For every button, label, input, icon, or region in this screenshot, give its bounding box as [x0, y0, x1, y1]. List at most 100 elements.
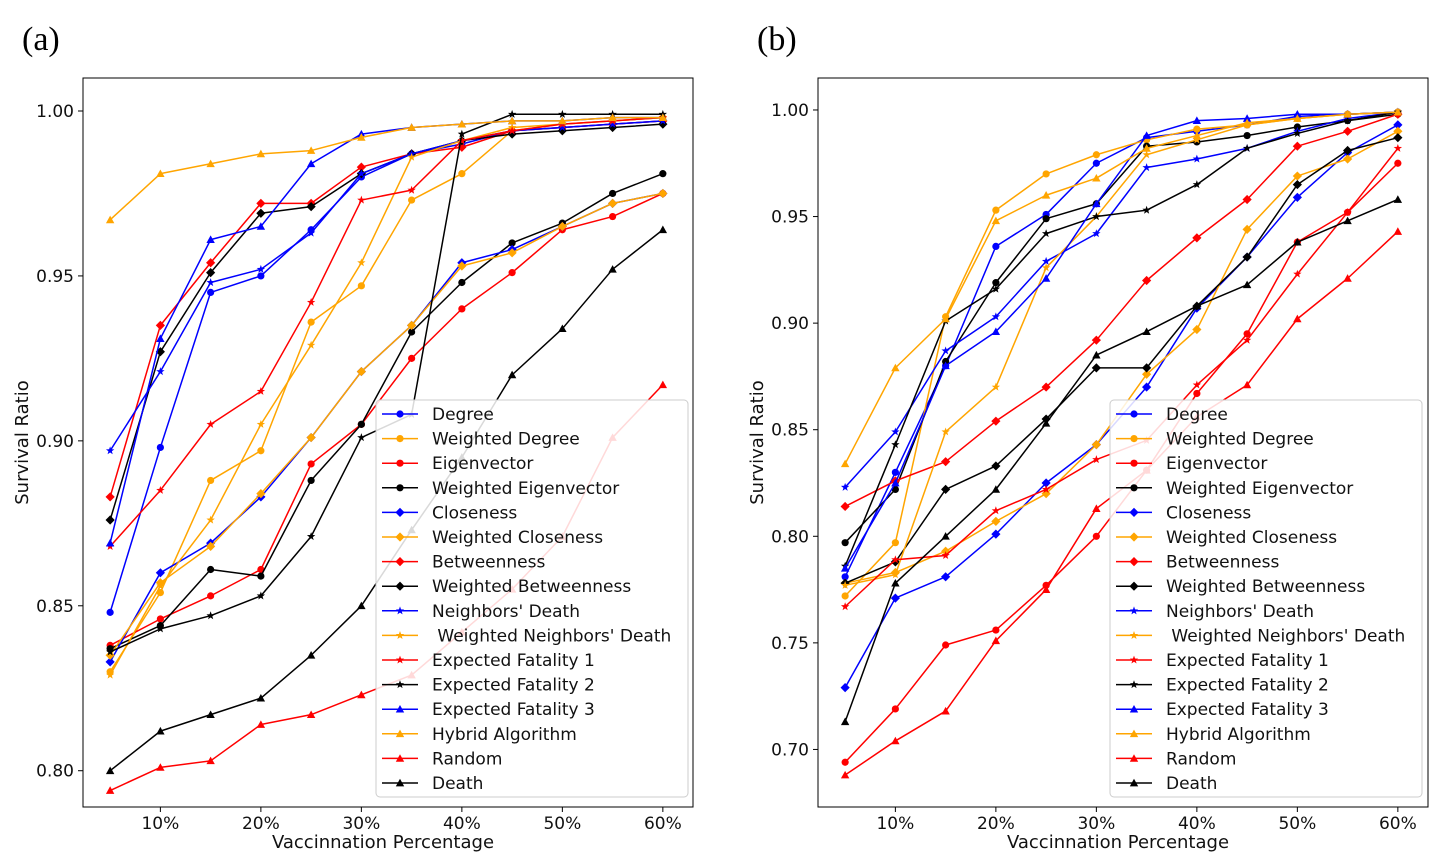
- legend-entry: Weighted Degree: [382, 430, 580, 450]
- data-point: [1041, 274, 1051, 282]
- legend-marker: [1129, 729, 1139, 738]
- x-tick-label: 50%: [543, 814, 581, 834]
- data-point: [1041, 256, 1051, 265]
- legend-label: Expected Fatality 2: [1166, 676, 1329, 696]
- data-point: [257, 572, 265, 580]
- data-point: [1242, 224, 1252, 234]
- data-point: [155, 320, 165, 330]
- data-point: [357, 690, 366, 699]
- data-point: [1393, 120, 1403, 130]
- legend-label: Closeness: [432, 503, 517, 523]
- y-tick-label: 0.85: [36, 597, 74, 617]
- data-point: [1142, 163, 1151, 172]
- data-point: [256, 198, 266, 208]
- data-point: [1092, 151, 1100, 159]
- legend-entry: Weighted Eigenvector: [382, 479, 619, 499]
- data-point: [156, 615, 164, 623]
- data-point: [457, 129, 467, 138]
- data-point: [507, 116, 517, 125]
- x-tick-label: 60%: [1379, 814, 1417, 834]
- data-point: [458, 305, 466, 313]
- legend-label: Weighted Betweenness: [1166, 577, 1365, 597]
- legend-entry: Death: [1116, 774, 1217, 794]
- data-point: [105, 215, 115, 224]
- data-point: [1293, 129, 1302, 137]
- data-point: [407, 123, 416, 131]
- y-tick-label: 0.80: [771, 527, 809, 547]
- legend-entry: Expected Fatality 1: [1116, 651, 1329, 671]
- data-point: [840, 564, 850, 572]
- panel-label-b: (b): [757, 21, 797, 58]
- y-tick-label: 1.00: [36, 102, 74, 122]
- data-point: [1092, 159, 1100, 167]
- data-point: [840, 770, 850, 779]
- x-tick-label: 30%: [342, 814, 380, 834]
- series-line: [844, 198, 1399, 722]
- y-tick-label: 0.90: [36, 432, 74, 452]
- data-point: [457, 119, 467, 128]
- panel-label-a: (a): [22, 21, 60, 58]
- data-point: [991, 416, 1001, 426]
- data-point: [1343, 274, 1352, 282]
- data-point: [1142, 150, 1151, 159]
- series-hybrid-algorithm: [105, 113, 668, 224]
- data-point: [1192, 380, 1202, 389]
- data-point: [991, 216, 1001, 225]
- data-point: [507, 248, 517, 258]
- data-point: [1343, 216, 1352, 225]
- data-point: [1242, 252, 1252, 262]
- legend-entry: Hybrid Algorithm: [382, 725, 577, 745]
- legend-label: Degree: [1166, 405, 1228, 425]
- data-point: [891, 539, 899, 547]
- data-point: [408, 328, 416, 336]
- legend-label: Expected Fatality 1: [1166, 651, 1329, 671]
- data-point: [891, 427, 900, 436]
- legend-marker: [395, 557, 405, 567]
- legend-entry: Eigenvector: [382, 454, 533, 474]
- legend-label: Death: [1166, 774, 1217, 794]
- data-point: [1041, 478, 1051, 488]
- data-point: [840, 717, 850, 726]
- x-tick-label: 10%: [876, 814, 914, 834]
- data-point: [608, 265, 617, 273]
- data-point: [106, 608, 114, 616]
- data-point: [1092, 350, 1101, 359]
- data-point: [306, 651, 316, 659]
- data-point: [508, 269, 516, 277]
- data-point: [207, 592, 215, 600]
- data-point: [608, 119, 617, 128]
- data-point: [1242, 118, 1252, 127]
- data-point: [658, 113, 668, 121]
- data-point: [891, 555, 900, 564]
- plot-area: [105, 109, 668, 794]
- data-point: [1242, 143, 1252, 152]
- data-point: [1343, 154, 1353, 164]
- x-tick-label: 20%: [242, 814, 280, 834]
- legend-marker: [1129, 581, 1139, 591]
- data-point: [206, 541, 216, 552]
- legend-label: Random: [1166, 749, 1236, 769]
- legend-entry: Expected Fatality 2: [382, 676, 595, 696]
- data-point: [1293, 269, 1302, 278]
- data-point: [1243, 131, 1251, 140]
- series-weighted-eigenvector: [106, 170, 667, 653]
- x-tick-label: 40%: [443, 814, 481, 834]
- data-point: [508, 239, 516, 247]
- data-point: [307, 460, 315, 468]
- x-tick-label: 20%: [977, 814, 1015, 834]
- data-point: [306, 340, 316, 349]
- data-point: [841, 592, 849, 600]
- data-point: [156, 588, 164, 597]
- data-point: [991, 327, 1001, 336]
- data-point: [105, 670, 115, 679]
- data-point: [658, 119, 668, 129]
- data-point: [891, 478, 900, 487]
- data-point: [991, 312, 1001, 321]
- x-tick-label: 50%: [1278, 814, 1316, 834]
- series-betweenness: [840, 109, 1403, 512]
- data-point: [609, 189, 617, 198]
- data-point: [991, 461, 1001, 471]
- legend-marker: [396, 410, 404, 418]
- legend-marker: [1129, 705, 1139, 713]
- data-point: [992, 206, 1000, 214]
